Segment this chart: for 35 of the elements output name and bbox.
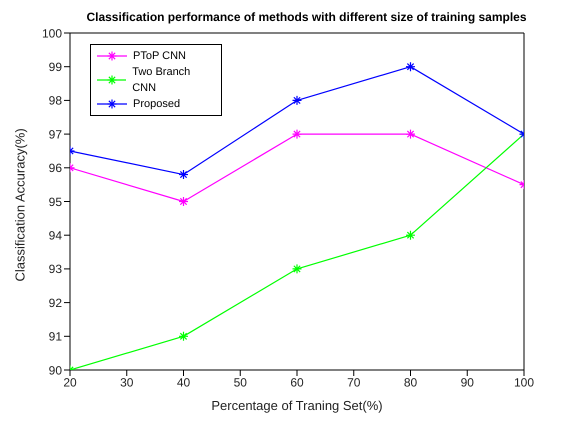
y-tick-label: 96 [48,161,62,176]
x-tick-label: 90 [460,376,474,390]
x-tick-label: 20 [63,376,77,390]
point [405,129,416,140]
chart-title: Classification performance of methods with different size of training samples [85,9,528,26]
x-tick-label: 80 [404,376,418,390]
y-tick-label: 95 [48,194,62,209]
y-tick-label: 93 [48,262,62,276]
x-tick-label: 40 [176,376,190,390]
x-axis-title: Percentage of Traning Set(%) [211,398,383,413]
legend-label: PToP CNN [133,49,186,64]
legend-label: Proposed [133,97,180,112]
y-tick-label: 100 [42,26,62,40]
y-tick-label: 90 [48,363,62,378]
x-tick-label: 60 [290,376,304,390]
x-tick-label: 30 [120,376,134,390]
y-tick-label: 92 [48,296,62,310]
point [405,62,416,72]
y-tick-label: 98 [48,94,62,108]
y-tick-label: 97 [48,127,62,142]
y-axis-title: Classification Accuracy(%) [12,128,28,282]
x-tick-label: 50 [234,376,248,390]
point [178,169,189,180]
y-tick-label: 99 [48,60,62,74]
x-tick-label: 100 [514,376,534,390]
x-tick-label: 70 [347,376,361,390]
legend-label: Two Branch CNN [132,65,192,96]
point [292,264,302,274]
y-tick-label: 94 [48,228,62,242]
point [178,196,189,207]
point [292,95,302,106]
point [405,230,416,240]
y-tick-label: 91 [48,330,62,344]
point [292,129,302,140]
point [178,331,189,342]
